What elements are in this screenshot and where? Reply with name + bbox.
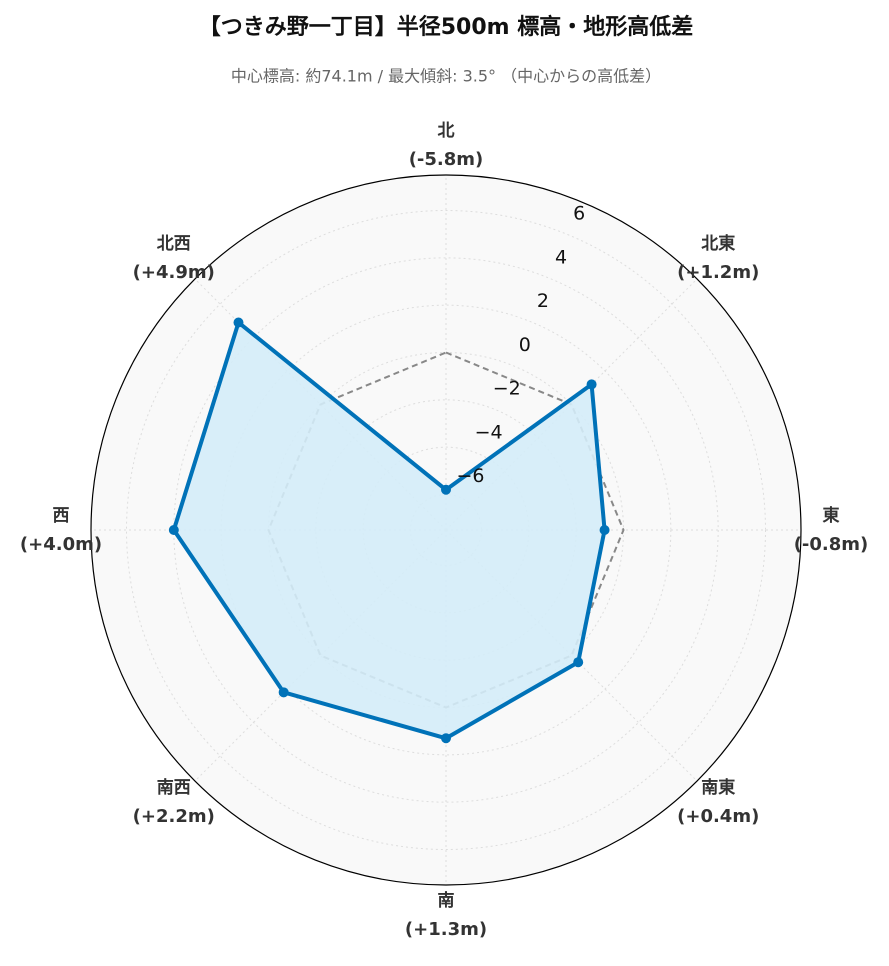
category-label: 南西: [157, 777, 191, 798]
angular-grid-line: [445, 278, 698, 531]
data-point: [168, 525, 179, 535]
data-point: [233, 317, 244, 328]
data-point: [441, 484, 451, 495]
grid-circle: [126, 210, 766, 850]
grid-circle: [173, 257, 719, 803]
r-tick-label: 2: [537, 290, 549, 312]
value-label: (+0.4m): [677, 806, 759, 827]
value-label: (+4.9m): [133, 262, 215, 283]
angular-grid-line: [194, 529, 447, 782]
category-label: 北: [438, 121, 455, 141]
r-tick-label: 6: [573, 203, 585, 225]
category-label: 東: [823, 505, 840, 526]
value-label: (+4.0m): [20, 534, 102, 555]
chart-title: 【つきみ野一丁目】半径500m 標高・地形高低差: [199, 14, 694, 40]
value-label: (+1.2m): [677, 262, 759, 283]
value-label: (-0.8m): [794, 534, 869, 555]
category-label: 北東: [701, 233, 735, 254]
data-point: [278, 687, 289, 698]
data-point: [441, 733, 451, 744]
data-point: [573, 657, 584, 668]
value-label: (-5.8m): [409, 149, 484, 170]
data-area: [173, 322, 605, 739]
r-tick-label: −6: [456, 465, 484, 487]
outer-circle: [90, 174, 802, 886]
category-label: 西: [53, 506, 70, 526]
category-label: 南東: [701, 777, 735, 798]
data-point: [586, 379, 597, 390]
r-tick-label: −4: [475, 421, 503, 443]
data-point: [599, 525, 610, 535]
r-tick-label: −2: [493, 378, 521, 400]
value-label: (+1.3m): [405, 919, 487, 940]
chart-subtitle: 中心標高: 約74.1m / 最大傾斜: 3.5° （中心からの高低差）: [231, 67, 661, 86]
r-tick-label: 4: [555, 246, 567, 268]
category-label: 南: [438, 890, 455, 911]
angular-grid-line: [445, 529, 698, 782]
value-label: (+2.2m): [133, 806, 215, 827]
r-tick-label: 0: [519, 334, 531, 356]
category-label: 北西: [157, 234, 191, 254]
